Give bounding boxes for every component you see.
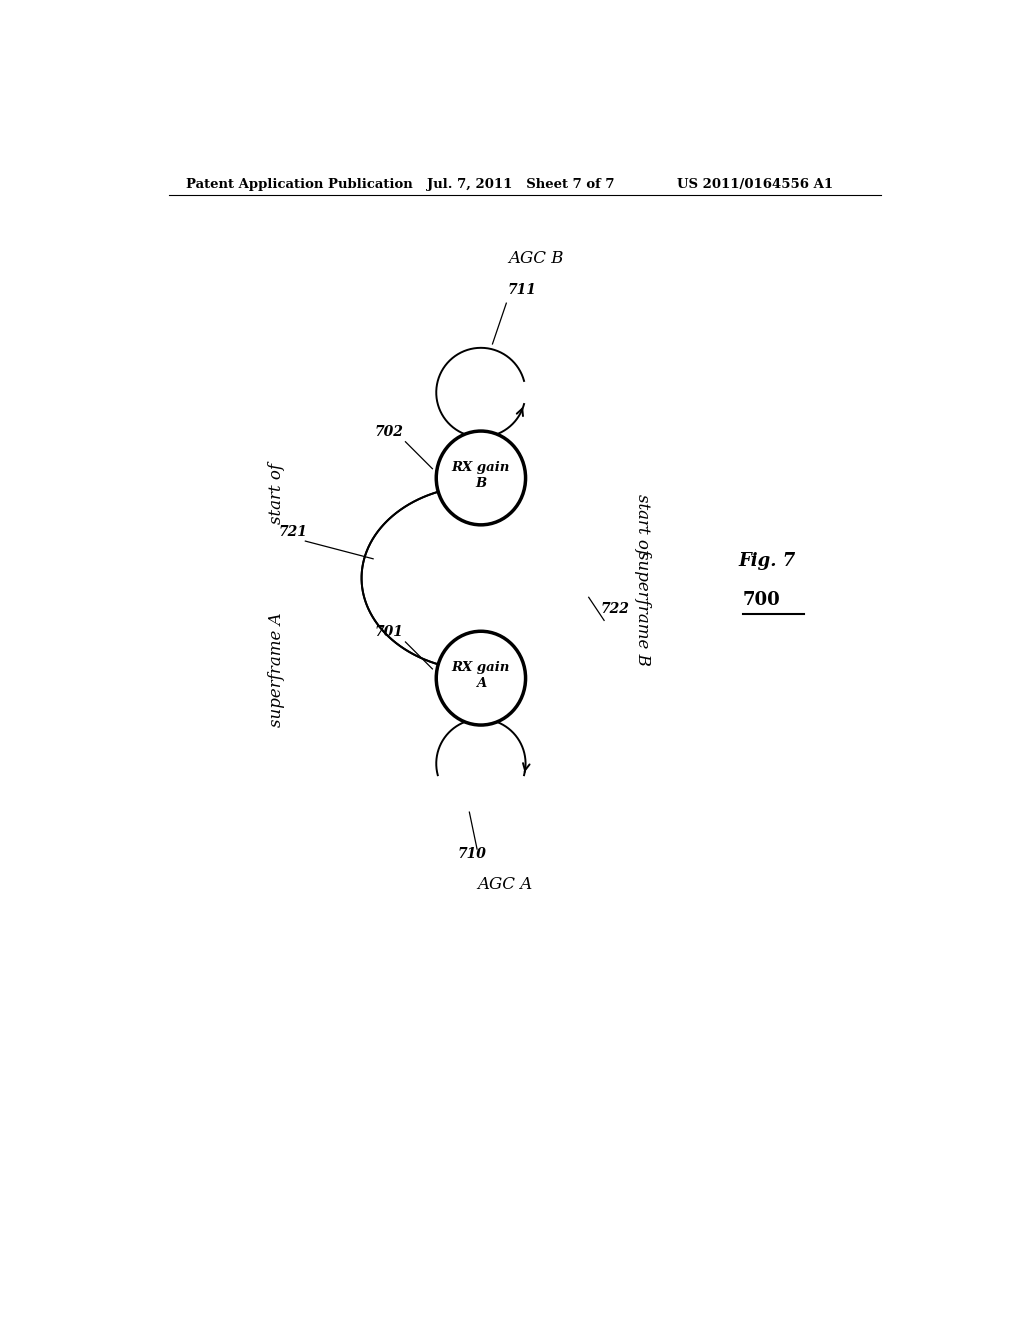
Text: 711: 711 — [508, 282, 537, 297]
Text: 702: 702 — [375, 425, 403, 438]
Text: superframe A: superframe A — [268, 612, 286, 727]
Text: Patent Application Publication: Patent Application Publication — [186, 178, 413, 190]
Text: 710: 710 — [458, 847, 486, 862]
Text: Fig. 7: Fig. 7 — [739, 553, 796, 570]
Text: RX gain
B: RX gain B — [452, 461, 510, 490]
Ellipse shape — [436, 432, 525, 525]
Text: RX gain
A: RX gain A — [452, 661, 510, 690]
Text: AGC B: AGC B — [508, 249, 563, 267]
Text: start of: start of — [634, 494, 651, 554]
Text: start of: start of — [268, 463, 286, 524]
Text: US 2011/0164556 A1: US 2011/0164556 A1 — [677, 178, 834, 190]
Text: Jul. 7, 2011   Sheet 7 of 7: Jul. 7, 2011 Sheet 7 of 7 — [427, 178, 614, 190]
Text: 721: 721 — [279, 525, 307, 539]
Text: AGC A: AGC A — [477, 876, 532, 894]
Text: 722: 722 — [600, 602, 629, 615]
Text: 701: 701 — [375, 624, 403, 639]
Text: superframe B: superframe B — [634, 552, 651, 667]
Ellipse shape — [436, 631, 525, 725]
Text: 700: 700 — [742, 591, 780, 609]
